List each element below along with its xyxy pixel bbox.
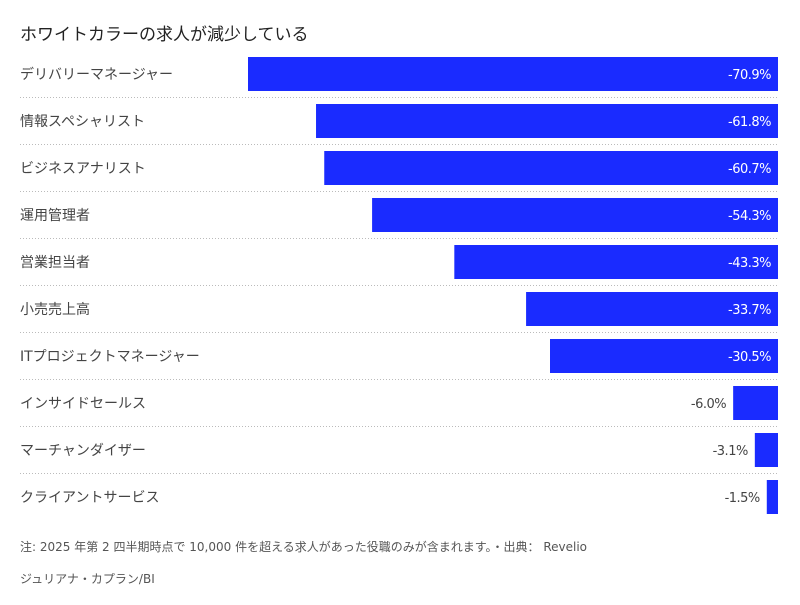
category-label: 運用管理者	[20, 208, 90, 224]
category-label: 情報スペシャリスト	[20, 114, 145, 130]
data-label: -61.8%	[728, 115, 771, 130]
category-label: インサイドセールス	[20, 396, 146, 412]
category-label: デリバリーマネージャー	[20, 66, 173, 83]
bar	[372, 198, 778, 232]
footnote: 注: 2025 年第 2 四半期時点で 10,000 件を超える求人があった役職…	[20, 540, 588, 554]
chart-title: ホワイトカラーの求人が減少している	[20, 25, 309, 45]
bar	[550, 339, 778, 373]
data-label: -70.9%	[728, 68, 771, 83]
category-label: ビジネスアナリスト	[20, 161, 146, 177]
data-label: -43.3%	[728, 256, 771, 271]
data-label: -1.5%	[725, 491, 760, 506]
data-label: -30.5%	[728, 350, 771, 365]
bar-chart: デリバリーマネージャー -70.9% 情報スペシャリスト -61.8% ビジネスアナリス…	[20, 57, 778, 514]
bar	[733, 386, 778, 420]
credit: ジュリアナ・カプラン/BI	[20, 572, 155, 586]
data-label: -60.7%	[728, 162, 771, 177]
category-label: マーチャンダイザー	[20, 443, 146, 459]
bar	[248, 57, 778, 91]
bar	[526, 292, 778, 326]
bar	[754, 433, 778, 467]
category-label: クライアントサービス	[20, 490, 159, 506]
category-label: ITプロジェクトマネージャー	[20, 349, 200, 365]
data-label: -6.0%	[691, 397, 726, 412]
data-label: -3.1%	[713, 444, 748, 459]
bar	[316, 104, 778, 138]
data-label: -54.3%	[728, 209, 771, 224]
data-label: -33.7%	[728, 303, 771, 318]
bar	[766, 480, 778, 514]
category-label: 小売売上高	[20, 301, 90, 318]
category-label: 営業担当者	[20, 255, 90, 271]
bar	[324, 151, 778, 185]
bar	[454, 245, 778, 279]
